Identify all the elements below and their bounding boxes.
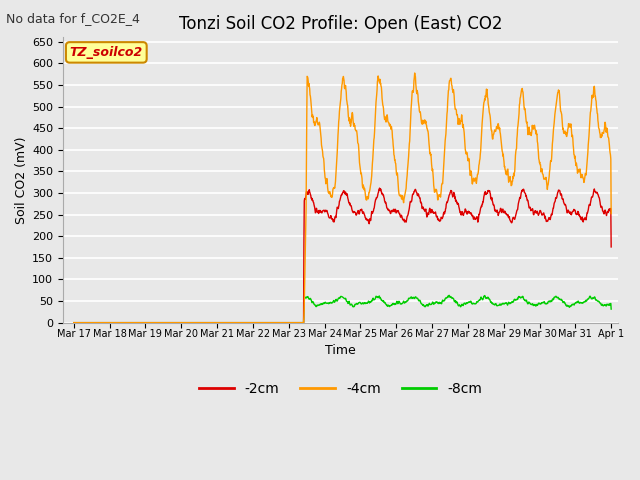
Text: No data for f_CO2E_4: No data for f_CO2E_4 [6,12,140,25]
Text: TZ_soilco2: TZ_soilco2 [70,46,143,59]
X-axis label: Time: Time [325,345,356,358]
Title: Tonzi Soil CO2 Profile: Open (East) CO2: Tonzi Soil CO2 Profile: Open (East) CO2 [179,15,502,33]
Y-axis label: Soil CO2 (mV): Soil CO2 (mV) [15,136,28,224]
Legend: -2cm, -4cm, -8cm: -2cm, -4cm, -8cm [193,376,488,401]
